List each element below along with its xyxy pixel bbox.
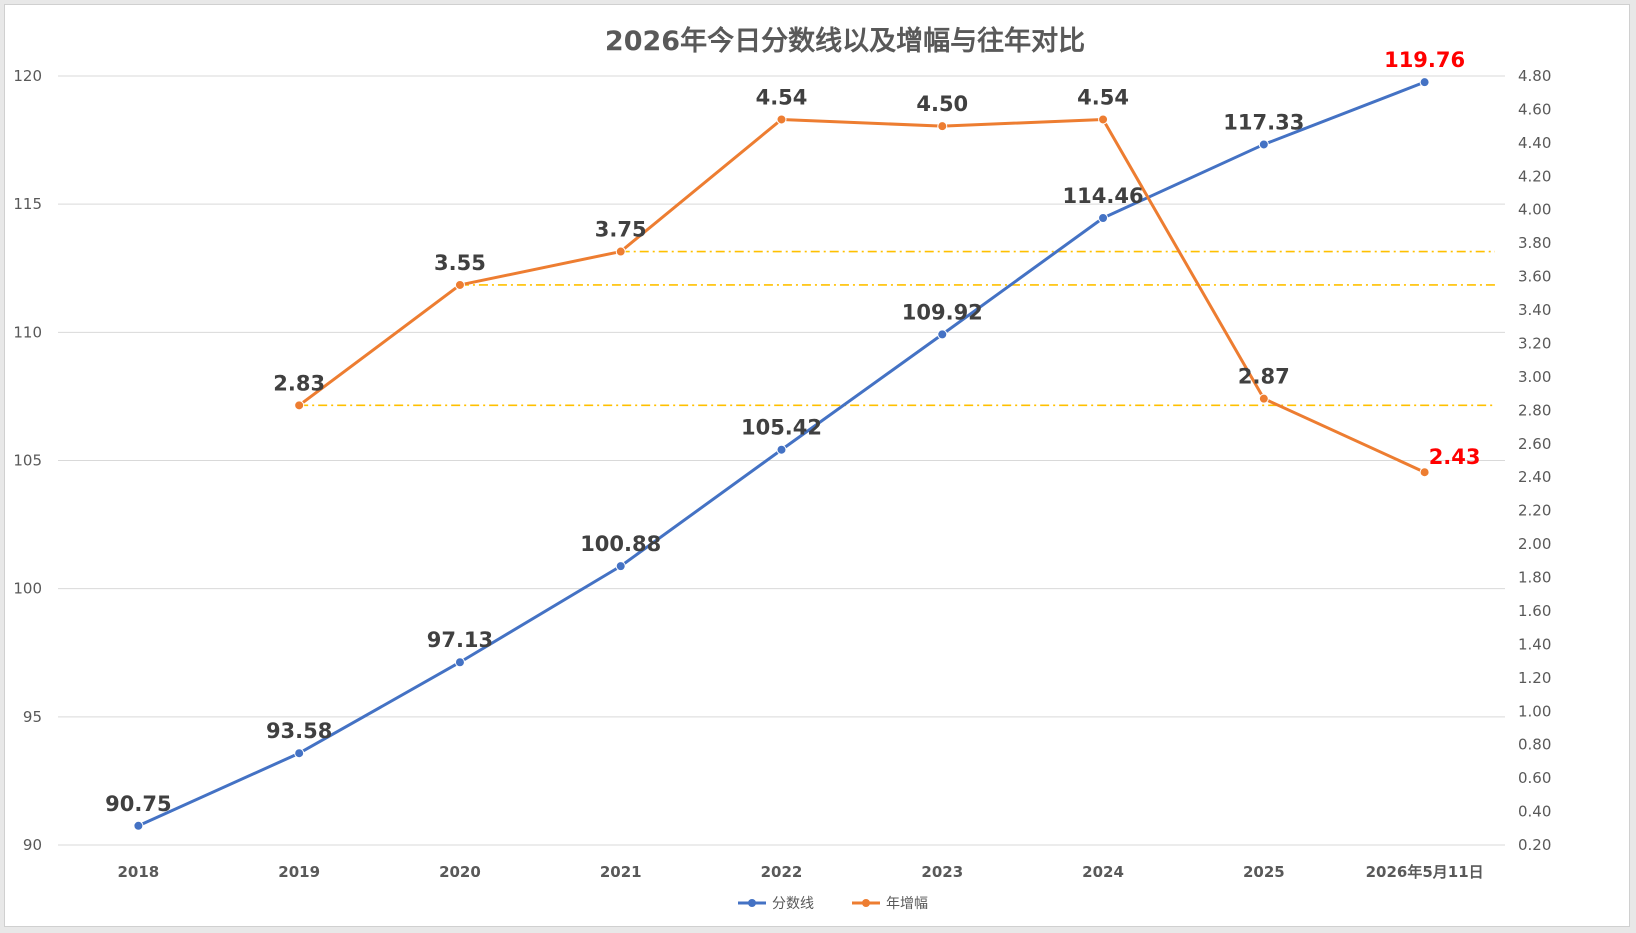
right-tick-label: 4.60 — [1518, 100, 1551, 118]
left-y-axis: 90 95 100 105 110 115 120 — [13, 67, 42, 854]
legend-label: 年增幅 — [886, 896, 928, 912]
data-label: 105.42 — [741, 416, 822, 440]
chart-title: 2026年今日分数线以及增幅与往年对比 — [605, 25, 1085, 57]
data-label: 2.87 — [1238, 365, 1290, 389]
x-tick-label: 2021 — [600, 863, 642, 881]
right-tick-label: 3.20 — [1518, 334, 1551, 352]
x-axis: 2018 2019 2020 2021 2022 2023 2024 2025 2026年5月1… — [118, 863, 1484, 881]
legend: 分数线 年增幅 — [738, 896, 928, 912]
left-tick-label: 95 — [23, 708, 42, 726]
data-label: 93.58 — [266, 719, 332, 743]
series-layer — [133, 77, 1430, 831]
right-tick-label: 2.60 — [1518, 435, 1551, 453]
data-point — [776, 114, 787, 125]
data-point — [1419, 467, 1430, 478]
x-tick-label: 2025 — [1243, 863, 1285, 881]
data-label: 109.92 — [902, 300, 983, 324]
data-point — [294, 748, 305, 759]
data-label: 3.75 — [595, 218, 647, 242]
right-tick-label: 4.80 — [1518, 67, 1551, 85]
right-tick-label: 4.40 — [1518, 134, 1551, 152]
data-label: 97.13 — [427, 628, 493, 652]
data-point — [615, 246, 626, 257]
data-label: 4.54 — [1077, 85, 1129, 109]
right-tick-label: 1.40 — [1518, 635, 1551, 653]
right-tick-label: 0.40 — [1518, 803, 1551, 821]
data-point — [776, 444, 787, 455]
x-tick-label: 2023 — [921, 863, 963, 881]
data-point — [294, 400, 305, 411]
legend-swatch-marker — [748, 899, 756, 907]
left-tick-label: 105 — [13, 452, 42, 470]
left-tick-label: 110 — [13, 323, 42, 341]
right-tick-label: 0.80 — [1518, 736, 1551, 754]
right-tick-label: 0.60 — [1518, 769, 1551, 787]
data-point — [937, 121, 948, 132]
right-tick-label: 3.80 — [1518, 234, 1551, 252]
right-tick-label: 1.00 — [1518, 702, 1551, 720]
data-point — [1258, 139, 1269, 150]
data-label: 117.33 — [1223, 110, 1304, 134]
gridlines — [58, 75, 1505, 846]
right-tick-label: 2.80 — [1518, 401, 1551, 419]
right-y-axis: 0.20 0.40 0.60 0.80 1.00 1.20 1.40 1.60 1.80 2.00… — [1518, 67, 1551, 854]
x-tick-label: 2018 — [118, 863, 160, 881]
data-labels: 90.75 93.58 97.13 100.88 105.42 109.92 114.46 1… — [105, 48, 1480, 816]
data-label: 2.43 — [1429, 445, 1481, 469]
left-tick-label: 115 — [13, 195, 42, 213]
x-tick-label: 2022 — [761, 863, 803, 881]
data-point — [454, 279, 465, 290]
data-point — [615, 561, 626, 572]
series-line-2 — [298, 117, 1426, 474]
right-tick-label: 2.20 — [1518, 502, 1551, 520]
x-tick-label: 2019 — [278, 863, 320, 881]
left-tick-label: 90 — [23, 836, 42, 854]
data-label: 2.83 — [273, 371, 325, 395]
x-tick-label: 2024 — [1082, 863, 1124, 881]
right-tick-label: 1.20 — [1518, 669, 1551, 687]
right-tick-label: 1.60 — [1518, 602, 1551, 620]
left-tick-label: 120 — [13, 67, 42, 85]
data-point — [1098, 213, 1109, 224]
left-tick-label: 100 — [13, 580, 42, 598]
right-tick-label: 2.00 — [1518, 535, 1551, 553]
chart-frame — [4, 4, 1630, 927]
right-tick-label: 2.40 — [1518, 468, 1551, 486]
x-tick-label: 2026年5月11日 — [1366, 863, 1484, 881]
right-tick-label: 3.40 — [1518, 301, 1551, 319]
data-point — [454, 657, 465, 668]
x-tick-label: 2020 — [439, 863, 481, 881]
data-point — [1419, 77, 1430, 88]
data-label: 90.75 — [105, 792, 171, 816]
data-label: 4.54 — [756, 85, 808, 109]
right-tick-label: 4.00 — [1518, 201, 1551, 219]
data-label: 3.55 — [434, 251, 486, 275]
data-label: 119.76 — [1384, 48, 1465, 72]
data-label: 114.46 — [1063, 184, 1144, 208]
right-tick-label: 1.80 — [1518, 569, 1551, 587]
data-label: 100.88 — [580, 532, 661, 556]
data-point — [1258, 393, 1269, 404]
legend-swatch-marker — [862, 899, 870, 907]
data-point — [133, 820, 144, 831]
legend-label: 分数线 — [772, 896, 814, 912]
right-tick-label: 4.20 — [1518, 167, 1551, 185]
right-tick-label: 0.20 — [1518, 836, 1551, 854]
data-point — [1098, 114, 1109, 125]
right-tick-label: 3.60 — [1518, 268, 1551, 286]
data-label: 4.50 — [916, 92, 968, 116]
data-point — [937, 329, 948, 340]
right-tick-label: 3.00 — [1518, 368, 1551, 386]
